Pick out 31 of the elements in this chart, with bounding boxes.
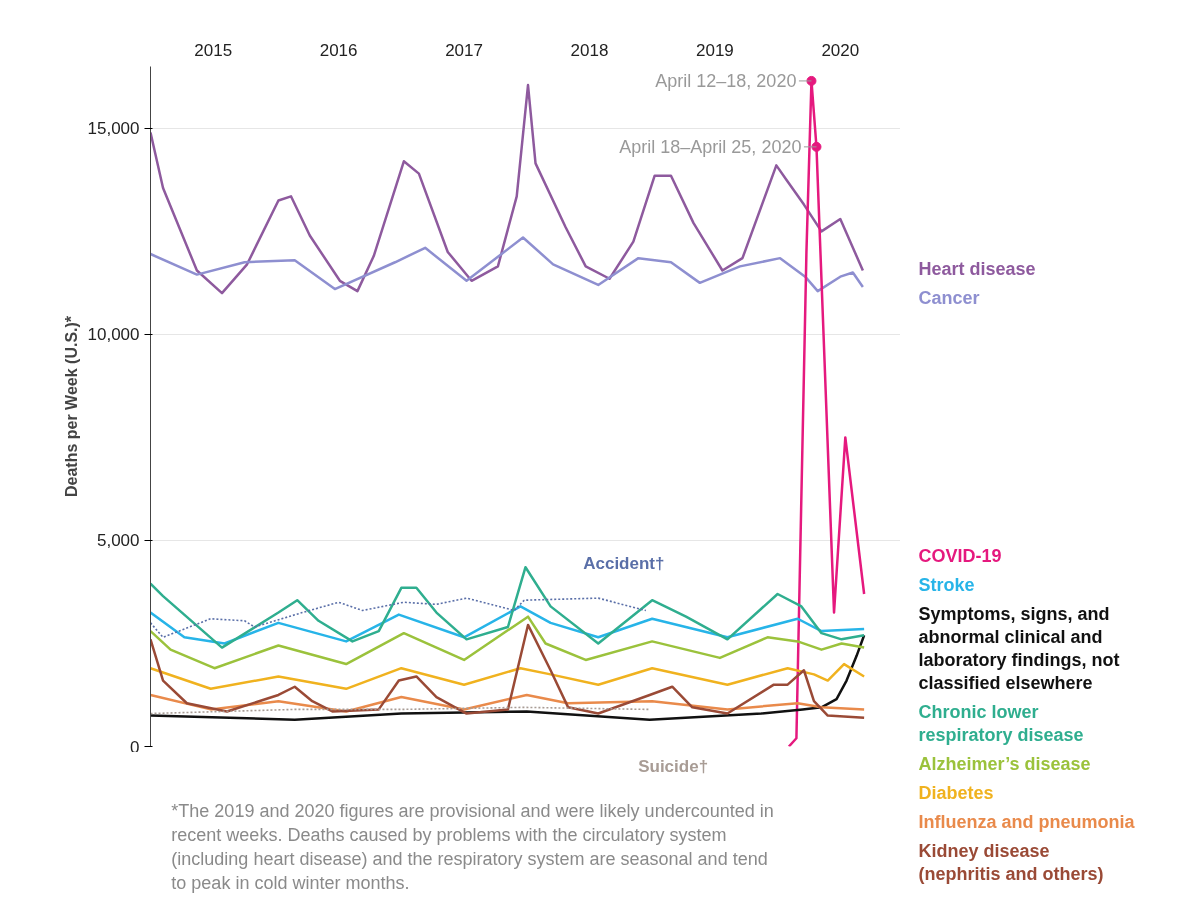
y-tick-label: 15,000 [87, 119, 140, 139]
line-series [150, 662, 866, 691]
x-tick-label: 2018 [570, 40, 609, 60]
x-tick-label: 2016 [319, 40, 358, 60]
line-series [150, 605, 866, 645]
series-label: Accident† [583, 554, 665, 574]
text: COVID-19 [918, 545, 1002, 566]
text: Alzheimer’s disease [918, 753, 1091, 774]
text: Suicide† [638, 756, 709, 776]
text: Symptoms, signs, and abnormal clinical and laboratory findings, not classified elsewhere [918, 603, 1120, 693]
text: Stroke [918, 574, 975, 595]
line-series [150, 615, 866, 670]
text: *The 2019 and 2020 figures are provisional and were likely undercounted in recent weeks. Deaths caused by problems with the circulatory system (including heart disease) and the respiratory system are seasonal and tend to peak in cold winter months. [171, 800, 774, 893]
line-series [150, 236, 865, 293]
line-series [150, 597, 647, 639]
text: Diabetes [918, 782, 994, 803]
x-tick-label: 2017 [445, 40, 483, 60]
text: Heart disease [918, 259, 1036, 279]
text: Cancer [918, 288, 980, 308]
text: Kidney disease (nephritis and others) [918, 840, 1104, 884]
y-tick-label: 10,000 [87, 325, 140, 345]
text: Chronic lower respiratory disease [918, 701, 1084, 745]
y-tick-label: 0 [130, 737, 140, 757]
y-axis-title: Deaths per Week (U.S.)* [62, 315, 80, 498]
x-tick-label: 2019 [695, 40, 734, 60]
x-tick-label: 2020 [821, 40, 860, 60]
y-tick-label: 5,000 [96, 531, 140, 551]
x-tick-label: 2015 [194, 40, 233, 60]
annotation: April 12–18, 2020 [655, 70, 797, 91]
text: Influenza and pneumonia [918, 811, 1136, 832]
annotation: April 18–April 25, 2020 [619, 136, 802, 157]
